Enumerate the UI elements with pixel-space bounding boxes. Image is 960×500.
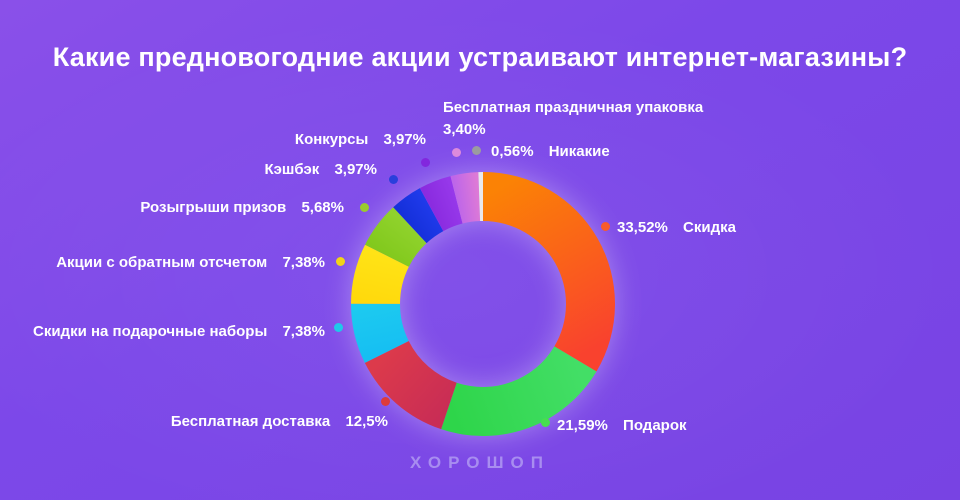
legend-dot-gift xyxy=(541,418,550,427)
callout-percent: 33,52% xyxy=(617,219,668,236)
donut-segment-7 xyxy=(419,176,463,232)
callout-contests: Конкурсы 3,97% xyxy=(295,131,426,149)
callout-percent: 12,5% xyxy=(345,413,388,430)
callout-label: Бесплатная доставка xyxy=(170,413,331,430)
callout-label: Скидки на подарочные наборы xyxy=(33,323,268,340)
callout-label: Акции с обратным отсчетом xyxy=(56,254,268,271)
callout-percent: 3,97% xyxy=(334,161,377,178)
callout-label: Конкурсы xyxy=(294,131,369,148)
callout-percent: 7,38% xyxy=(282,254,325,271)
legend-dot-free-shipping xyxy=(381,397,390,406)
callout-prize-draws: Розыгрыши призов 5,68% xyxy=(140,199,344,217)
callout-label: Кэшбэк xyxy=(264,161,320,178)
callout-gift-set-discounts: Скидки на подарочные наборы 7,38% xyxy=(33,323,325,341)
callout-cashback: Кэшбэк 3,97% xyxy=(264,161,377,179)
legend-dot-free-holiday-packaging xyxy=(452,148,461,157)
donut-segment-2 xyxy=(364,341,457,430)
legend-dot-prize-draws xyxy=(360,203,369,212)
callout-percent: 5,68% xyxy=(301,199,344,216)
page-title: Какие предновогодние акции устраивают ин… xyxy=(52,42,908,72)
brand-logo: ХОРОШОП xyxy=(410,453,550,472)
callout-percent: 3,97% xyxy=(383,131,426,148)
callout-free-shipping: Бесплатная доставка 12,5% xyxy=(171,413,388,431)
donut-segment-5 xyxy=(365,207,427,267)
callout-percent: 0,56% xyxy=(491,143,534,160)
donut-segment-1 xyxy=(441,346,597,436)
callout-none: 0,56% Никакие xyxy=(491,143,610,161)
callout-percent: 3,40% xyxy=(443,121,486,138)
donut-segment-9 xyxy=(478,172,483,222)
callout-discount: 33,52% Скидка xyxy=(617,219,736,237)
callout-percent: 21,59% xyxy=(557,417,608,434)
donut-segment-0 xyxy=(483,172,615,372)
donut-chart xyxy=(351,172,615,436)
callout-percent: 7,38% xyxy=(282,323,325,340)
callout-free-holiday-packaging: Бесплатная праздничная упаковка 3,40% xyxy=(443,99,703,139)
donut-segment-8 xyxy=(450,172,481,224)
callout-label: Подарок xyxy=(623,417,687,434)
legend-dot-cashback xyxy=(389,175,398,184)
legend-dot-gift-set-discounts xyxy=(334,323,343,332)
callout-label: Скидка xyxy=(683,219,736,236)
legend-dot-countdown-promos xyxy=(336,257,345,266)
legend-dot-contests xyxy=(421,158,430,167)
callout-gift: 21,59% Подарок xyxy=(557,417,687,435)
callout-label: Бесплатная праздничная упаковка xyxy=(443,99,704,116)
legend-dot-discount xyxy=(601,222,610,231)
legend-dot-none xyxy=(472,146,481,155)
callout-countdown-promos: Акции с обратным отсчетом 7,38% xyxy=(56,254,325,272)
callout-label: Никакие xyxy=(548,143,610,160)
donut-segment-6 xyxy=(393,188,444,244)
donut-segment-4 xyxy=(351,244,409,304)
callout-label: Розыгрыши призов xyxy=(140,199,287,216)
donut-segment-3 xyxy=(351,303,409,363)
